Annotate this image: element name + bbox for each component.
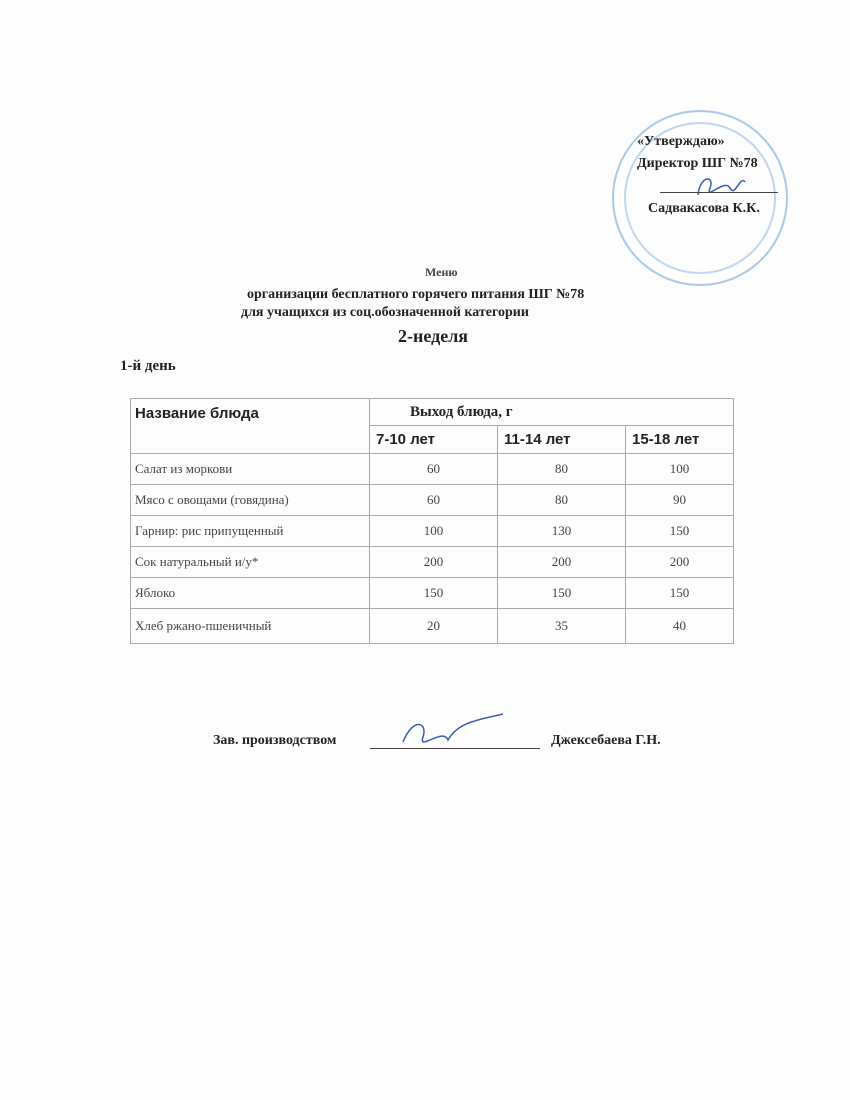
col-name-header: Название блюда (130, 398, 370, 454)
dish-output: 200 (369, 546, 498, 578)
footer-role: Зав. производством (213, 733, 337, 748)
menu-table: Название блюда Выход блюда, г 7-10 лет 1… (130, 398, 734, 644)
heading-line3: для учащихся из соц.обозначенной категор… (241, 305, 529, 320)
heading-week: 2-неделя (398, 326, 469, 346)
dish-output: 40 (625, 608, 734, 644)
table-row: Хлеб ржано-пшеничный 20 35 40 (130, 608, 734, 644)
dish-name: Сок натуральный и/у* (130, 546, 370, 578)
dish-output: 100 (625, 453, 734, 485)
dish-output: 150 (625, 577, 734, 609)
dish-name: Яблоко (130, 577, 370, 609)
dish-output: 60 (369, 484, 498, 516)
col-output-header: Выход блюда, г (369, 398, 734, 426)
dish-output: 150 (625, 515, 734, 547)
age-header: 11-14 лет (497, 425, 626, 454)
dish-output: 150 (497, 577, 626, 609)
table-row: Мясо с овощами (говядина) 60 80 90 (130, 484, 734, 516)
dish-output: 80 (497, 484, 626, 516)
day-label: 1-й день (120, 358, 176, 374)
footer-signature (402, 713, 504, 743)
approval-position: Директор ШГ №78 (637, 156, 758, 171)
dish-output: 35 (497, 608, 626, 644)
dish-output: 100 (369, 515, 498, 547)
dish-output: 150 (369, 577, 498, 609)
table-row: Гарнир: рис припущенный 100 130 150 (130, 515, 734, 547)
heading-menu: Меню (425, 265, 458, 279)
dish-name: Гарнир: рис припущенный (130, 515, 370, 547)
dish-output: 200 (497, 546, 626, 578)
stamp-seal (612, 110, 788, 286)
approval-name: Садвакасова К.К. (648, 201, 760, 216)
signature-line (660, 192, 778, 193)
dish-name: Хлеб ржано-пшеничный (130, 608, 370, 644)
table-row: Яблоко 150 150 150 (130, 577, 734, 609)
dish-output: 20 (369, 608, 498, 644)
table-row: Сок натуральный и/у* 200 200 200 (130, 546, 734, 578)
dish-output: 90 (625, 484, 734, 516)
dish-output: 60 (369, 453, 498, 485)
dish-name: Мясо с овощами (говядина) (130, 484, 370, 516)
age-header: 15-18 лет (625, 425, 734, 454)
director-signature (697, 178, 746, 196)
age-header: 7-10 лет (369, 425, 498, 454)
dish-name: Салат из моркови (130, 453, 370, 485)
footer-name: Джексебаева Г.Н. (551, 733, 661, 748)
dish-output: 80 (497, 453, 626, 485)
table-row: Салат из моркови 60 80 100 (130, 453, 734, 485)
heading-line2: организации бесплатного горячего питания… (247, 287, 585, 302)
dish-output: 200 (625, 546, 734, 578)
approval-title: «Утверждаю» (637, 134, 725, 149)
footer-signature-line (370, 748, 540, 749)
dish-output: 130 (497, 515, 626, 547)
